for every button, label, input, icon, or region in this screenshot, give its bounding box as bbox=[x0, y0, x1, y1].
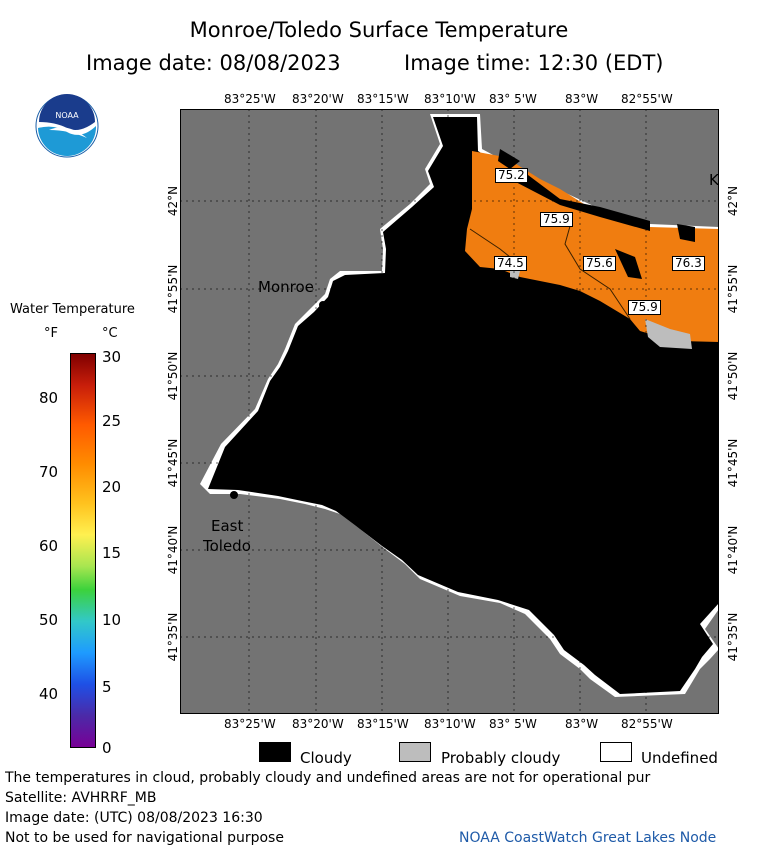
logo-text: NOAA bbox=[55, 111, 79, 120]
lon-tick: 83° 5'W bbox=[489, 92, 537, 106]
place-toledo: Toledo bbox=[203, 537, 251, 555]
lon-tick: 83°25'W bbox=[224, 717, 276, 731]
lon-tick: 83°15'W bbox=[357, 92, 409, 106]
colorbar-f-tick: 50 bbox=[39, 611, 59, 629]
page-title: Monroe/Toledo Surface Temperature bbox=[189, 18, 569, 42]
east-toledo-marker bbox=[230, 491, 238, 499]
lat-tick: 42°N bbox=[726, 185, 740, 217]
map-border bbox=[180, 109, 719, 714]
probably-cloudy-patch bbox=[510, 269, 520, 279]
footer-nav-warning: Not to be used for navigational purpose bbox=[5, 830, 284, 846]
image-time: Image time: 12:30 (EDT) bbox=[404, 51, 664, 75]
cloud-speck bbox=[615, 249, 642, 279]
temp-label: 75.6 bbox=[583, 256, 616, 271]
footer-satellite: Satellite: AVHRRF_MB bbox=[5, 790, 157, 806]
colorbar-c-tick: 20 bbox=[102, 478, 122, 496]
key-cloudy-label: Cloudy bbox=[300, 749, 352, 767]
temp-label: 75.9 bbox=[540, 212, 573, 227]
grid-lines bbox=[180, 109, 719, 714]
colorbar-title: Water Temperature bbox=[10, 302, 135, 317]
colorbar-f-tick: 40 bbox=[39, 685, 59, 703]
lon-tick: 83°W bbox=[565, 92, 599, 106]
footer-utc-date: Image date: (UTC) 08/08/2023 16:30 bbox=[5, 810, 263, 826]
lon-tick: 83°25'W bbox=[224, 92, 276, 106]
colorbar-c-tick: 25 bbox=[102, 412, 122, 430]
lat-tick: 41°40'N bbox=[726, 525, 740, 575]
warm-water-area bbox=[465, 151, 719, 342]
lat-tick: 41°35'N bbox=[726, 612, 740, 662]
colorbar-c-tick: 15 bbox=[102, 544, 122, 562]
colorbar-c-tick: 0 bbox=[102, 739, 112, 757]
key-undefined-label: Undefined bbox=[641, 749, 718, 767]
lon-tick: 82°55'W bbox=[621, 717, 673, 731]
key-undefined-swatch bbox=[600, 742, 632, 762]
colorbar-c-tick: 30 bbox=[102, 348, 122, 366]
lon-tick: 83°15'W bbox=[357, 717, 409, 731]
footer-note: The temperatures in cloud, probably clou… bbox=[5, 770, 651, 786]
lon-tick: 82°55'W bbox=[621, 92, 673, 106]
colorbar bbox=[70, 353, 96, 748]
lon-tick: 83°20'W bbox=[292, 717, 344, 731]
cloud-strip bbox=[510, 169, 650, 231]
lon-tick: 83°10'W bbox=[424, 92, 476, 106]
temp-label: 75.2 bbox=[495, 168, 528, 183]
colorbar-c-tick: 10 bbox=[102, 611, 122, 629]
lat-tick: 42°N bbox=[166, 185, 180, 217]
place-east: East bbox=[211, 517, 244, 535]
lon-tick: 83° 5'W bbox=[489, 717, 537, 731]
image-date: Image date: 08/08/2023 bbox=[86, 51, 341, 75]
lon-tick: 83°10'W bbox=[424, 717, 476, 731]
colorbar-c-tick: 5 bbox=[102, 678, 112, 696]
lat-tick: 41°35'N bbox=[166, 612, 180, 662]
lat-tick: 41°45'N bbox=[726, 438, 740, 488]
footer-credit: NOAA CoastWatch Great Lakes Node bbox=[459, 830, 717, 846]
monroe-marker bbox=[319, 301, 327, 309]
boundary-line bbox=[564, 218, 631, 320]
lat-tick: 41°45'N bbox=[166, 438, 180, 488]
probably-cloudy-patch bbox=[645, 319, 692, 349]
colorbar-f-tick: 60 bbox=[39, 537, 59, 555]
place-monroe: Monroe bbox=[258, 278, 314, 296]
colorbar-unit-c: °C bbox=[102, 326, 118, 341]
lat-tick: 41°55'N bbox=[166, 264, 180, 314]
temp-label: 75.9 bbox=[628, 300, 661, 315]
lat-tick: 41°50'N bbox=[726, 351, 740, 401]
cloud-speck bbox=[677, 224, 695, 242]
key-probably-cloudy-swatch bbox=[399, 742, 431, 762]
lat-tick: 41°40'N bbox=[166, 525, 180, 575]
colorbar-f-tick: 80 bbox=[39, 389, 59, 407]
key-cloudy-swatch bbox=[259, 742, 291, 762]
temp-label: 76.3 bbox=[672, 256, 705, 271]
noaa-logo: NOAA bbox=[35, 94, 99, 158]
lat-tick: 41°50'N bbox=[166, 351, 180, 401]
lon-tick: 83°W bbox=[565, 717, 599, 731]
colorbar-unit-f: °F bbox=[44, 326, 58, 341]
place-k: K bbox=[709, 171, 719, 189]
colorbar-f-tick: 70 bbox=[39, 463, 59, 481]
temp-label: 74.5 bbox=[494, 256, 527, 271]
map-panel bbox=[180, 109, 719, 714]
lat-tick: 41°55'N bbox=[726, 264, 740, 314]
key-probably-cloudy-label: Probably cloudy bbox=[441, 749, 561, 767]
lon-tick: 83°20'W bbox=[292, 92, 344, 106]
